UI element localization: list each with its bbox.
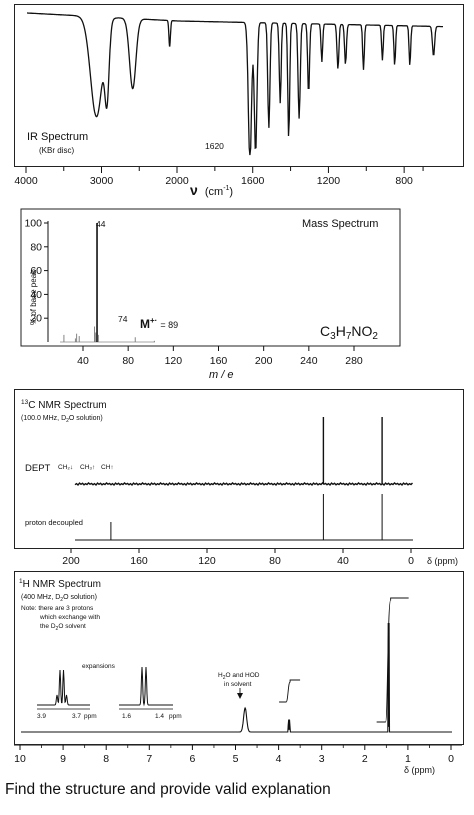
h1-tick-label: 1 [405, 753, 411, 765]
h1-tick-label: 9 [60, 753, 66, 765]
h1-solvent-label-line1: H2O and HOD [218, 672, 260, 681]
h1-tick-label: 4 [276, 753, 282, 765]
h1-exp1-tick-b: 3.7 [72, 713, 81, 720]
ms-y-tick-label: 20 [30, 313, 42, 325]
question-text: Find the structure and provide valid exp… [5, 781, 331, 798]
h1-note-line3: the D2O solvent [40, 623, 86, 632]
h1-main-trace [21, 622, 452, 733]
ir-chart: IR Spectrum (KBr disc) 1620 [27, 12, 443, 156]
c13-decoupled-label: proton decoupled [25, 518, 83, 527]
h1-subtitle: (400 MHz, D2O solution) [21, 594, 97, 603]
h1-chart: 1H NMR Spectrum (400 MHz, D2O solution) … [19, 578, 452, 733]
h1-note-line2: which exchange with [39, 614, 100, 621]
h1-exp2-ppm: ppm [169, 713, 182, 720]
ir-trace [27, 12, 443, 156]
ir-axis: 4000 3000 2000 1600 1200 800 ν (cm-1) [14, 167, 424, 198]
c13-title: 13C NMR Spectrum [21, 399, 107, 411]
h1-exp2-tick-a: 1.6 [122, 713, 131, 720]
ms-ylabel: % of base peak [29, 269, 38, 325]
h1-exp2-tick-b: 1.4 [155, 713, 164, 720]
ms-x-tick-label: 160 [210, 355, 228, 367]
h1-tick-label: 6 [189, 753, 195, 765]
ir-tick-label: 1200 [317, 175, 341, 187]
ms-chart: 100 80 60 40 20 % of base peak Mass Spectrum… [20, 208, 401, 381]
ir-annotation-1620: 1620 [205, 141, 224, 151]
ms-y-tick-label: 40 [30, 289, 42, 301]
c13-tick-label: 40 [337, 555, 349, 567]
h1-tick-label: 2 [362, 753, 368, 765]
c13-axis: 200 160 120 80 40 0 δ (ppm) [62, 549, 458, 567]
ms-y-tick-label: 80 [30, 241, 42, 253]
h1-expansion-quartet [37, 669, 90, 706]
h1-panel: 1H NMR Spectrum (400 MHz, D2O solution) … [14, 571, 464, 745]
ms-frame [20, 208, 401, 347]
h1-tick-label: 10 [14, 753, 26, 765]
h1-tick-label: 8 [103, 753, 109, 765]
ms-x-tick-label: 120 [165, 355, 183, 367]
ir-tick-label: 2000 [165, 175, 189, 187]
h1-exp1-ppm: ppm [84, 713, 97, 720]
ir-xlabel: ν (cm-1) [190, 182, 233, 198]
h1-axis-unit: δ (ppm) [404, 765, 435, 775]
ir-panel: IR Spectrum (KBr disc) 1620 [14, 4, 464, 167]
ms-x-tick-label: 280 [345, 355, 363, 367]
h1-integral-quartet [279, 679, 301, 703]
c13-tick-label: 200 [62, 555, 80, 567]
c13-tick-label: 120 [198, 555, 216, 567]
ms-x-tick-label: 240 [300, 355, 318, 367]
ir-tick-label: 4000 [14, 175, 38, 187]
ms-x-tick-label: 40 [77, 355, 89, 367]
ms-title: Mass Spectrum [302, 218, 378, 230]
ms-xlabel: m / e [209, 369, 233, 381]
h1-tick-label: 5 [233, 753, 239, 765]
ms-y-tick-label: 60 [30, 265, 42, 277]
h1-expansions-label: expansions [82, 663, 116, 670]
ms-y-tick-label: 100 [24, 218, 42, 230]
h1-tick-label: 3 [319, 753, 325, 765]
c13-subtitle: (100.0 MHz, D2O solution) [21, 415, 103, 424]
c13-axis-unit: δ (ppm) [427, 556, 458, 566]
c13-dept-legend-ch3: CH₃↑ [80, 464, 95, 471]
c13-dept-label: DEPT [25, 463, 51, 474]
h1-axis: 10 9 8 7 6 5 4 3 2 1 0 δ (ppm) [14, 745, 462, 775]
h1-solvent-label-line2: in solvent [224, 681, 252, 688]
h1-integral-doublet [376, 597, 409, 723]
c13-tick-label: 0 [408, 555, 414, 567]
h1-exp1-tick-a: 3.9 [37, 713, 46, 720]
c13-chart: 13C NMR Spectrum (100.0 MHz, D2O solutio… [21, 399, 413, 541]
ms-x-tick-label: 200 [255, 355, 273, 367]
ir-tick-label: 1600 [241, 175, 265, 187]
ir-tick-label: 3000 [90, 175, 114, 187]
h1-note-line1: Note: there are 3 protons [21, 605, 94, 612]
h1-solvent-arrowhead [237, 693, 243, 699]
c13-tick-label: 80 [269, 555, 281, 567]
ms-peak-label-74: 74 [118, 314, 128, 324]
c13-tick-label: 160 [130, 555, 148, 567]
ir-subtitle: (KBr disc) [39, 146, 74, 155]
h1-title: 1H NMR Spectrum [19, 578, 101, 590]
ms-x-tick-label: 80 [122, 355, 134, 367]
c13-dept-trace [74, 417, 413, 487]
ms-peak-label-44: 44 [96, 219, 106, 229]
ms-molecular-ion: M+· = 89 [140, 316, 178, 331]
h1-tick-label: 0 [448, 753, 454, 765]
ms-formula: C3H7NO2 [320, 323, 378, 342]
c13-dept-legend-ch: CH↑ [101, 464, 114, 471]
c13-dept-legend-ch2: CH₂↓ [58, 464, 73, 471]
ir-tick-label: 800 [395, 175, 413, 187]
h1-tick-label: 7 [146, 753, 152, 765]
ir-title: IR Spectrum [27, 131, 88, 143]
c13-panel: 13C NMR Spectrum (100.0 MHz, D2O solutio… [14, 389, 464, 549]
h1-expansion-doublet [119, 666, 173, 707]
c13-decoupled-trace [75, 494, 413, 541]
